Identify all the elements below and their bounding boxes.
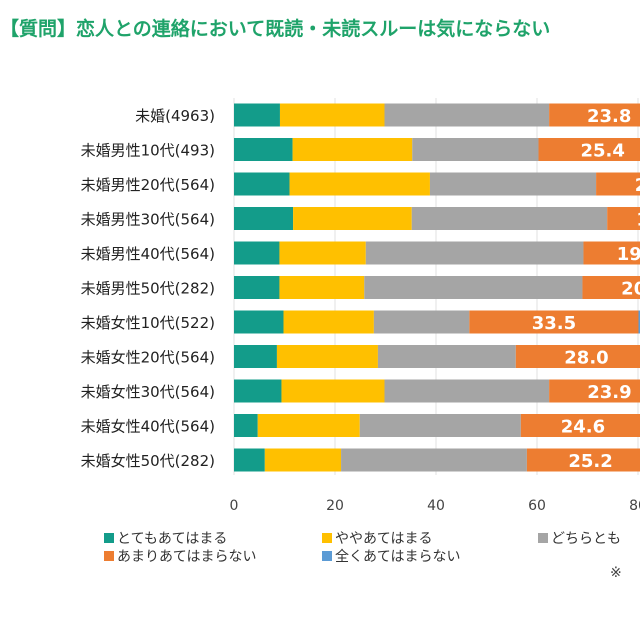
- footnote: ※: [610, 565, 622, 581]
- bar-segment: [549, 103, 640, 127]
- bar-segment: [279, 276, 365, 299]
- bar-segment: [384, 103, 550, 127]
- bar-segment: [234, 310, 284, 334]
- bar-segment: [293, 207, 412, 230]
- x-tick-label: 40: [427, 498, 445, 514]
- category-label: 未婚男性20代(564): [81, 176, 215, 194]
- bar-segment: [384, 379, 550, 403]
- legend-label: 全くあてはまらない: [335, 549, 461, 565]
- bar-segment: [283, 310, 374, 334]
- bar-segment: [234, 276, 280, 299]
- legend-swatch: [104, 533, 114, 543]
- legend-swatch: [322, 533, 332, 543]
- bar-segment: [292, 138, 413, 161]
- legend-item-4: あまりあてはまらない: [104, 546, 256, 566]
- bar-segment: [276, 345, 378, 368]
- bar-segment: [279, 241, 366, 265]
- x-tick-label: 60: [528, 498, 546, 514]
- bar-segment: [289, 172, 430, 196]
- bar-segment: [373, 310, 470, 334]
- category-label: 未婚男性50代(282): [81, 280, 215, 298]
- data-label: 24.6: [561, 417, 605, 438]
- data-label: 19.: [617, 244, 640, 265]
- bar-segment: [359, 414, 521, 437]
- category-label: 未婚女性20代(564): [81, 349, 215, 367]
- legend-label: ややあてはまる: [335, 531, 433, 547]
- legend-item-2: ややあてはまる: [322, 528, 432, 548]
- category-label: 未婚女性10代(522): [81, 314, 215, 332]
- bar-segment: [377, 345, 516, 368]
- bar-segment: [429, 172, 597, 196]
- bar-segment: [538, 138, 640, 161]
- bar-segment: [234, 448, 265, 472]
- legend-label: あまりあてはまらない: [117, 549, 257, 565]
- bar-segment: [526, 448, 640, 472]
- category-label: 未婚(4963): [135, 107, 215, 125]
- bar-segment: [365, 241, 584, 265]
- data-label: 20: [621, 279, 640, 300]
- chart-title: 【質問】恋人との連絡において既読・未読スルーは気にならない: [0, 18, 551, 40]
- bar-segment: [234, 241, 280, 265]
- bar-segment: [234, 379, 282, 403]
- data-label: 16: [636, 210, 640, 231]
- data-label: 28.0: [564, 348, 608, 369]
- bar-segment: [364, 276, 583, 299]
- bar-segment: [412, 138, 539, 161]
- bar-segment: [234, 207, 294, 230]
- data-label: 20: [635, 175, 640, 196]
- bar-segment: [257, 414, 360, 437]
- data-label: 23.8: [587, 106, 631, 127]
- category-label: 未婚男性30代(564): [81, 211, 215, 229]
- data-label: 23.9: [587, 382, 631, 403]
- legend-item-5: 全くあてはまらない: [322, 546, 460, 566]
- bar-segment: [264, 448, 342, 472]
- legend-item-3: どちらとも: [538, 528, 621, 548]
- bar-segment: [583, 241, 640, 265]
- x-tick-label: 80: [629, 498, 640, 514]
- category-label: 未婚女性30代(564): [81, 383, 215, 401]
- data-label: 33.5: [532, 313, 576, 334]
- x-tick-label: 20: [326, 498, 344, 514]
- category-label: 未婚男性40代(564): [81, 245, 215, 263]
- bar-segment: [638, 310, 640, 334]
- data-label: 25.4: [580, 141, 624, 162]
- legend-label: とてもあてはまる: [117, 531, 228, 547]
- bar-segment: [411, 207, 608, 230]
- bar-segment: [515, 345, 640, 368]
- legend-swatch: [104, 551, 114, 561]
- bar-segment: [234, 345, 277, 368]
- data-label: 25.2: [568, 451, 612, 472]
- legend-swatch: [322, 551, 332, 561]
- x-tick-label: 0: [230, 498, 239, 514]
- category-label: 未婚女性50代(282): [81, 452, 215, 470]
- category-label: 未婚女性40代(564): [81, 418, 215, 436]
- bar-segment: [234, 138, 293, 161]
- bar-segment: [469, 310, 639, 334]
- bar-segment: [234, 172, 290, 196]
- bar-segment: [234, 103, 280, 127]
- bar-segment: [582, 276, 640, 299]
- bar-segment: [607, 207, 640, 230]
- bar-segment: [281, 379, 385, 403]
- bar-segment: [234, 414, 258, 437]
- bar-segment: [549, 379, 640, 403]
- legend-label: どちらとも: [551, 531, 621, 547]
- legend-item-1: とてもあてはまる: [104, 528, 227, 548]
- bar-segment: [341, 448, 527, 472]
- bar-segment: [520, 414, 640, 437]
- bar-segment: [596, 172, 640, 196]
- category-label: 未婚男性10代(493): [81, 142, 215, 160]
- legend-swatch: [538, 533, 548, 543]
- bar-segment: [279, 103, 385, 127]
